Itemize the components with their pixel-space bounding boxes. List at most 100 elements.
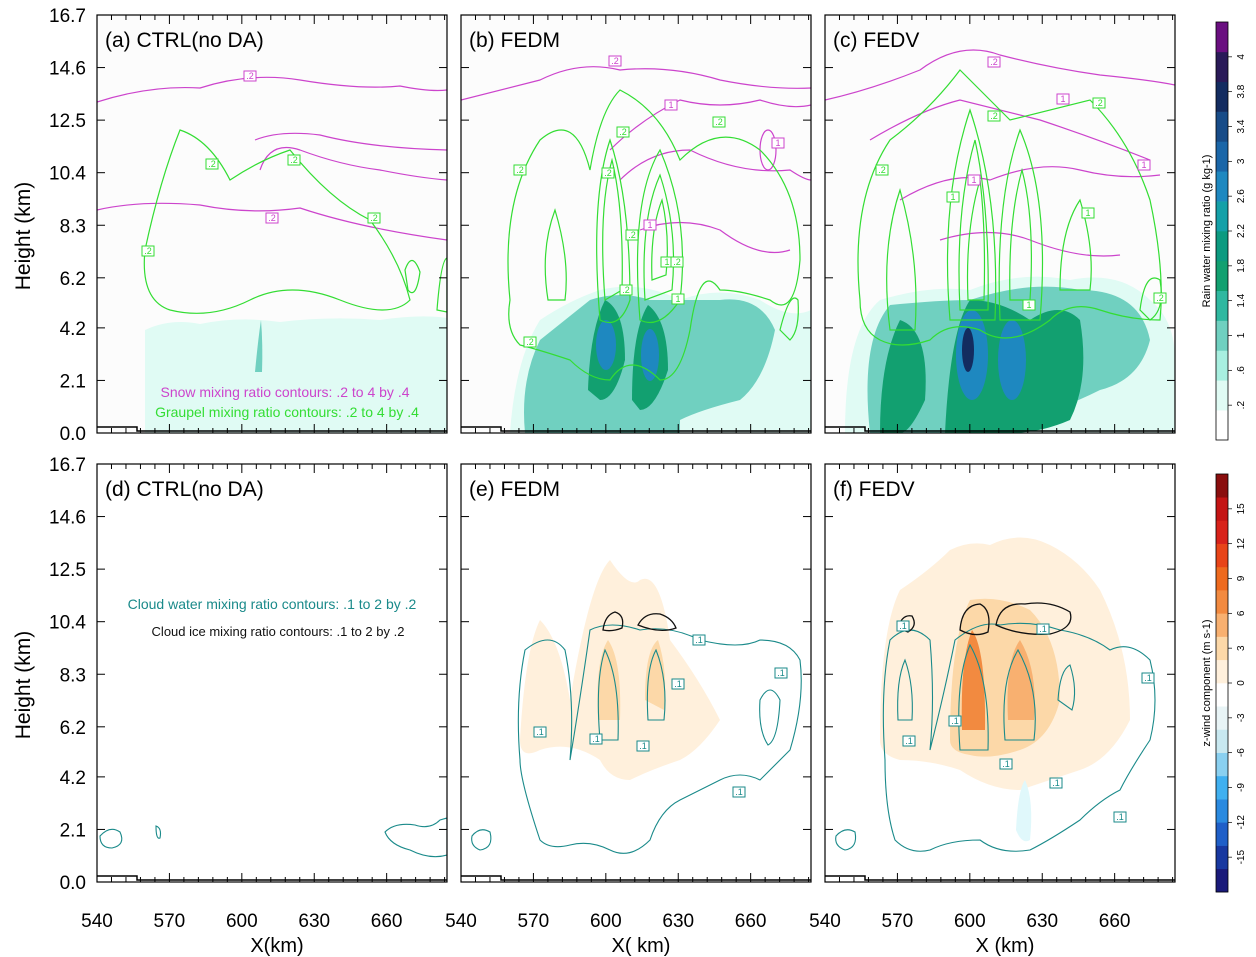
colorbar-tick-label: -6: [1236, 748, 1247, 757]
colorbar-swatch: [1216, 81, 1228, 112]
colorbar-swatch: [1216, 845, 1228, 870]
contour-label-box: [987, 56, 1001, 68]
panel-title: (b) FEDM: [469, 29, 560, 52]
y-tick-label: 2.1: [60, 371, 86, 392]
contour-label-box: [1153, 292, 1167, 304]
contour-label-box: [287, 154, 301, 166]
panel-f-wind-shading-blue: [1016, 780, 1032, 842]
contour-label: 1: [971, 175, 976, 185]
contour-label: .2: [370, 213, 378, 223]
panel-a-rain-shading: [145, 316, 447, 433]
contour-label-box: [1036, 623, 1050, 635]
panel-title: (f) FEDV: [833, 478, 915, 501]
contour-label: .1: [951, 716, 959, 726]
contour-label: .2: [715, 117, 723, 127]
contour-label-box: [601, 167, 615, 179]
panel-c-graupel-ring-8: [1139, 277, 1162, 321]
colorbar-swatch: [1216, 380, 1228, 411]
contour-label: .2: [268, 213, 276, 223]
colorbar-tick-label: 9: [1236, 575, 1247, 581]
colorbar-tick-label: 0: [1236, 680, 1247, 686]
colorbar-swatch: [1216, 543, 1228, 568]
panel-d-cloud-water-line-1: [99, 828, 123, 849]
y-tick-label: 2.1: [60, 820, 86, 841]
panel-f-wind-shading-strong-2: [1007, 640, 1035, 720]
x-tick-label: 600: [590, 911, 622, 932]
contour-label: .2: [604, 168, 612, 178]
contour-label: .1: [1116, 812, 1124, 822]
colorbar-swatch: [1216, 868, 1228, 893]
x-tick-label: 540: [809, 911, 841, 932]
panel-c-graupel-ring-6: [886, 187, 917, 331]
colorbar-label: Rain water mixing ratio (g kg-1): [1201, 155, 1213, 308]
colorbar-tick-label: -9: [1236, 783, 1247, 792]
panel-f-cloud-water-ring-1: [958, 643, 989, 751]
contour-label-box: [265, 212, 279, 224]
colorbar-swatch: [1216, 566, 1228, 591]
y-tick-label: 6.2: [60, 718, 86, 739]
panel-e-wind-shading-mid: [597, 640, 621, 720]
panel-d-cloud-water-line-3: [384, 817, 447, 858]
contour-label: .2: [246, 71, 254, 81]
colorbar-tick-label: 6: [1236, 610, 1247, 616]
contour-label-box: [771, 137, 785, 149]
panel-a-graupel-line-1: [143, 129, 411, 314]
x-tick-label: 570: [882, 911, 914, 932]
contour-label-box: [1081, 207, 1095, 219]
contour-label-box: [948, 715, 962, 727]
contour-label: .2: [290, 155, 298, 165]
colorbar-tick-label: 1.4: [1236, 293, 1247, 307]
panel-f-cloud-ice-2: [959, 603, 990, 636]
y-tick-label: 12.5: [49, 111, 86, 132]
panel-frame: [824, 463, 1176, 883]
colorbar-tick-label: 2.2: [1236, 224, 1247, 238]
cloud-water-annotation: Cloud water mixing ratio contours: .1 to…: [128, 596, 417, 612]
x-tick-label: 540: [445, 911, 477, 932]
contour-label-box: [608, 55, 622, 67]
x-tick-label: 630: [298, 911, 330, 932]
panel-b-graupel-ring-2: [602, 157, 623, 302]
x-tick-label: 630: [1026, 911, 1058, 932]
panel-c-graupel-ring-1: [946, 108, 997, 321]
x-axis-label: X(km): [250, 935, 303, 957]
panel-a-snow-line-3: [259, 146, 447, 181]
contour-label-box: [619, 284, 633, 296]
contour-label-box: [523, 336, 537, 348]
colorbar-tick-label: -12: [1236, 815, 1247, 830]
panel-e-contour-labels: .1 .1 .1 .1 .1 .1 .1: [533, 634, 788, 798]
colorbar-tick-label: -3: [1236, 713, 1247, 722]
contour-label: .2: [878, 165, 886, 175]
contour-label-box: [732, 786, 746, 798]
wind-colorbar: -15 -12 -9 -6 -3 0 3 6 9 12 15 z-wind component (m …: [1201, 473, 1247, 893]
colorbar-swatch: [1216, 111, 1228, 142]
x-tick-label: 660: [371, 911, 403, 932]
colorbar-swatch: [1216, 497, 1228, 521]
contour-label-box: [671, 293, 685, 305]
contour-label: .2: [208, 159, 216, 169]
panel-b-snow-line-2: [609, 99, 811, 151]
panel-b-graupel-ring-7: [779, 297, 799, 341]
contour-label-box: [643, 219, 657, 231]
panel-c-snow-line-3: [899, 166, 1161, 201]
colorbar-swatch: [1216, 290, 1228, 321]
panel-b-rain-max-2: [641, 329, 659, 381]
panel-f-cloud-water-outer: [882, 622, 1156, 852]
colorbar-swatch: [1216, 613, 1228, 637]
panel-a-contour-labels: .2 .2 .2 .2 .2 .2: [141, 70, 381, 257]
x-tick-label: 630: [662, 911, 694, 932]
contour-label: 1: [668, 100, 673, 110]
graupel-annotation: Graupel mixing ratio contours: .2 to 4 b…: [155, 404, 419, 420]
contour-label: 1: [1026, 300, 1031, 310]
contour-label: .2: [526, 337, 534, 347]
colorbar-swatch: [1216, 410, 1228, 441]
contour-label-box: [589, 733, 603, 745]
contour-label: .1: [735, 787, 743, 797]
panel-e-cloud-ice-2: [637, 613, 677, 632]
y-tick-label: 0.0: [60, 873, 86, 894]
panel-f: .1 .1 .1 .1 .1 .1 .1 .1: [825, 464, 1175, 882]
contour-label-box: [671, 678, 685, 690]
x-axis-label: X (km): [976, 935, 1035, 957]
panel-frame: [460, 14, 812, 434]
contour-label: .1: [1144, 673, 1152, 683]
colorbar-swatch: [1216, 520, 1228, 544]
